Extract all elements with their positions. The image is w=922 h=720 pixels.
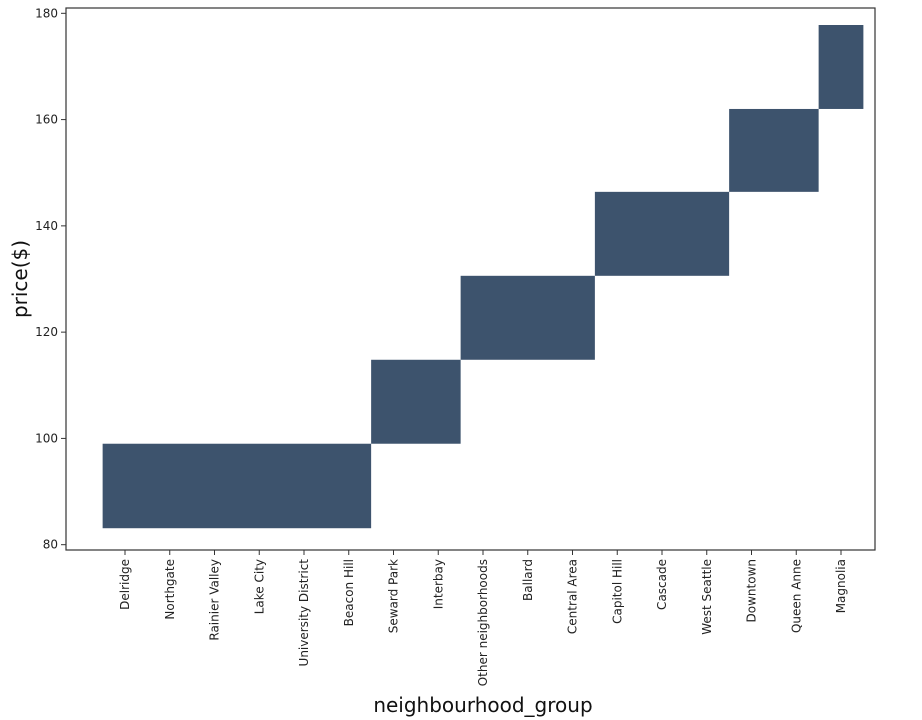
heatmap-cell-3: [460, 275, 595, 360]
x-tick-label: Interbay: [431, 559, 445, 609]
x-tick-label: Ballard: [521, 559, 535, 601]
heatmap-cell-4: [594, 191, 730, 276]
x-tick-label: Cascade: [655, 559, 669, 610]
x-tick-label: Rainier Valley: [208, 559, 222, 641]
x-tick-label: Capitol Hill: [610, 559, 624, 624]
x-axis: Delridge Northgate Rainier Valley Lake City…: [118, 550, 848, 686]
y-tick-label: 180: [35, 6, 58, 20]
heatmap-cell-2: [371, 359, 461, 444]
x-tick-label: Other neighborhoods: [476, 559, 490, 686]
y-tick-label: 100: [35, 431, 58, 445]
y-axis-title: price($): [8, 240, 32, 318]
y-axis: 80 100 120 140 160 180: [35, 6, 66, 552]
x-tick-label: Downtown: [745, 559, 759, 622]
x-tick-label: University District: [297, 559, 311, 667]
heatmap-cell-1: [102, 443, 372, 529]
heatmap-cell-5: [729, 108, 819, 192]
x-tick-label: Seward Park: [387, 559, 401, 633]
y-tick-label: 160: [35, 113, 58, 127]
x-tick-label: West Seattle: [700, 559, 714, 635]
x-tick-label: Central Area: [566, 559, 580, 634]
x-tick-label: Lake City: [252, 559, 266, 614]
x-tick-label: Beacon Hill: [342, 559, 356, 626]
plot-frame: [65, 7, 876, 551]
y-tick-label: 80: [43, 538, 58, 552]
heatmap-cells: [102, 25, 864, 529]
x-tick-label: Northgate: [163, 559, 177, 620]
y-tick-label: 120: [35, 325, 58, 339]
y-tick-label: 140: [35, 219, 58, 233]
heatmap-cell-6: [818, 25, 864, 109]
x-axis-title: neighbourhood_group: [373, 693, 592, 717]
x-tick-label: Magnolia: [834, 559, 848, 613]
x-tick-label: Delridge: [118, 559, 132, 610]
x-tick-label: Queen Anne: [789, 559, 803, 633]
